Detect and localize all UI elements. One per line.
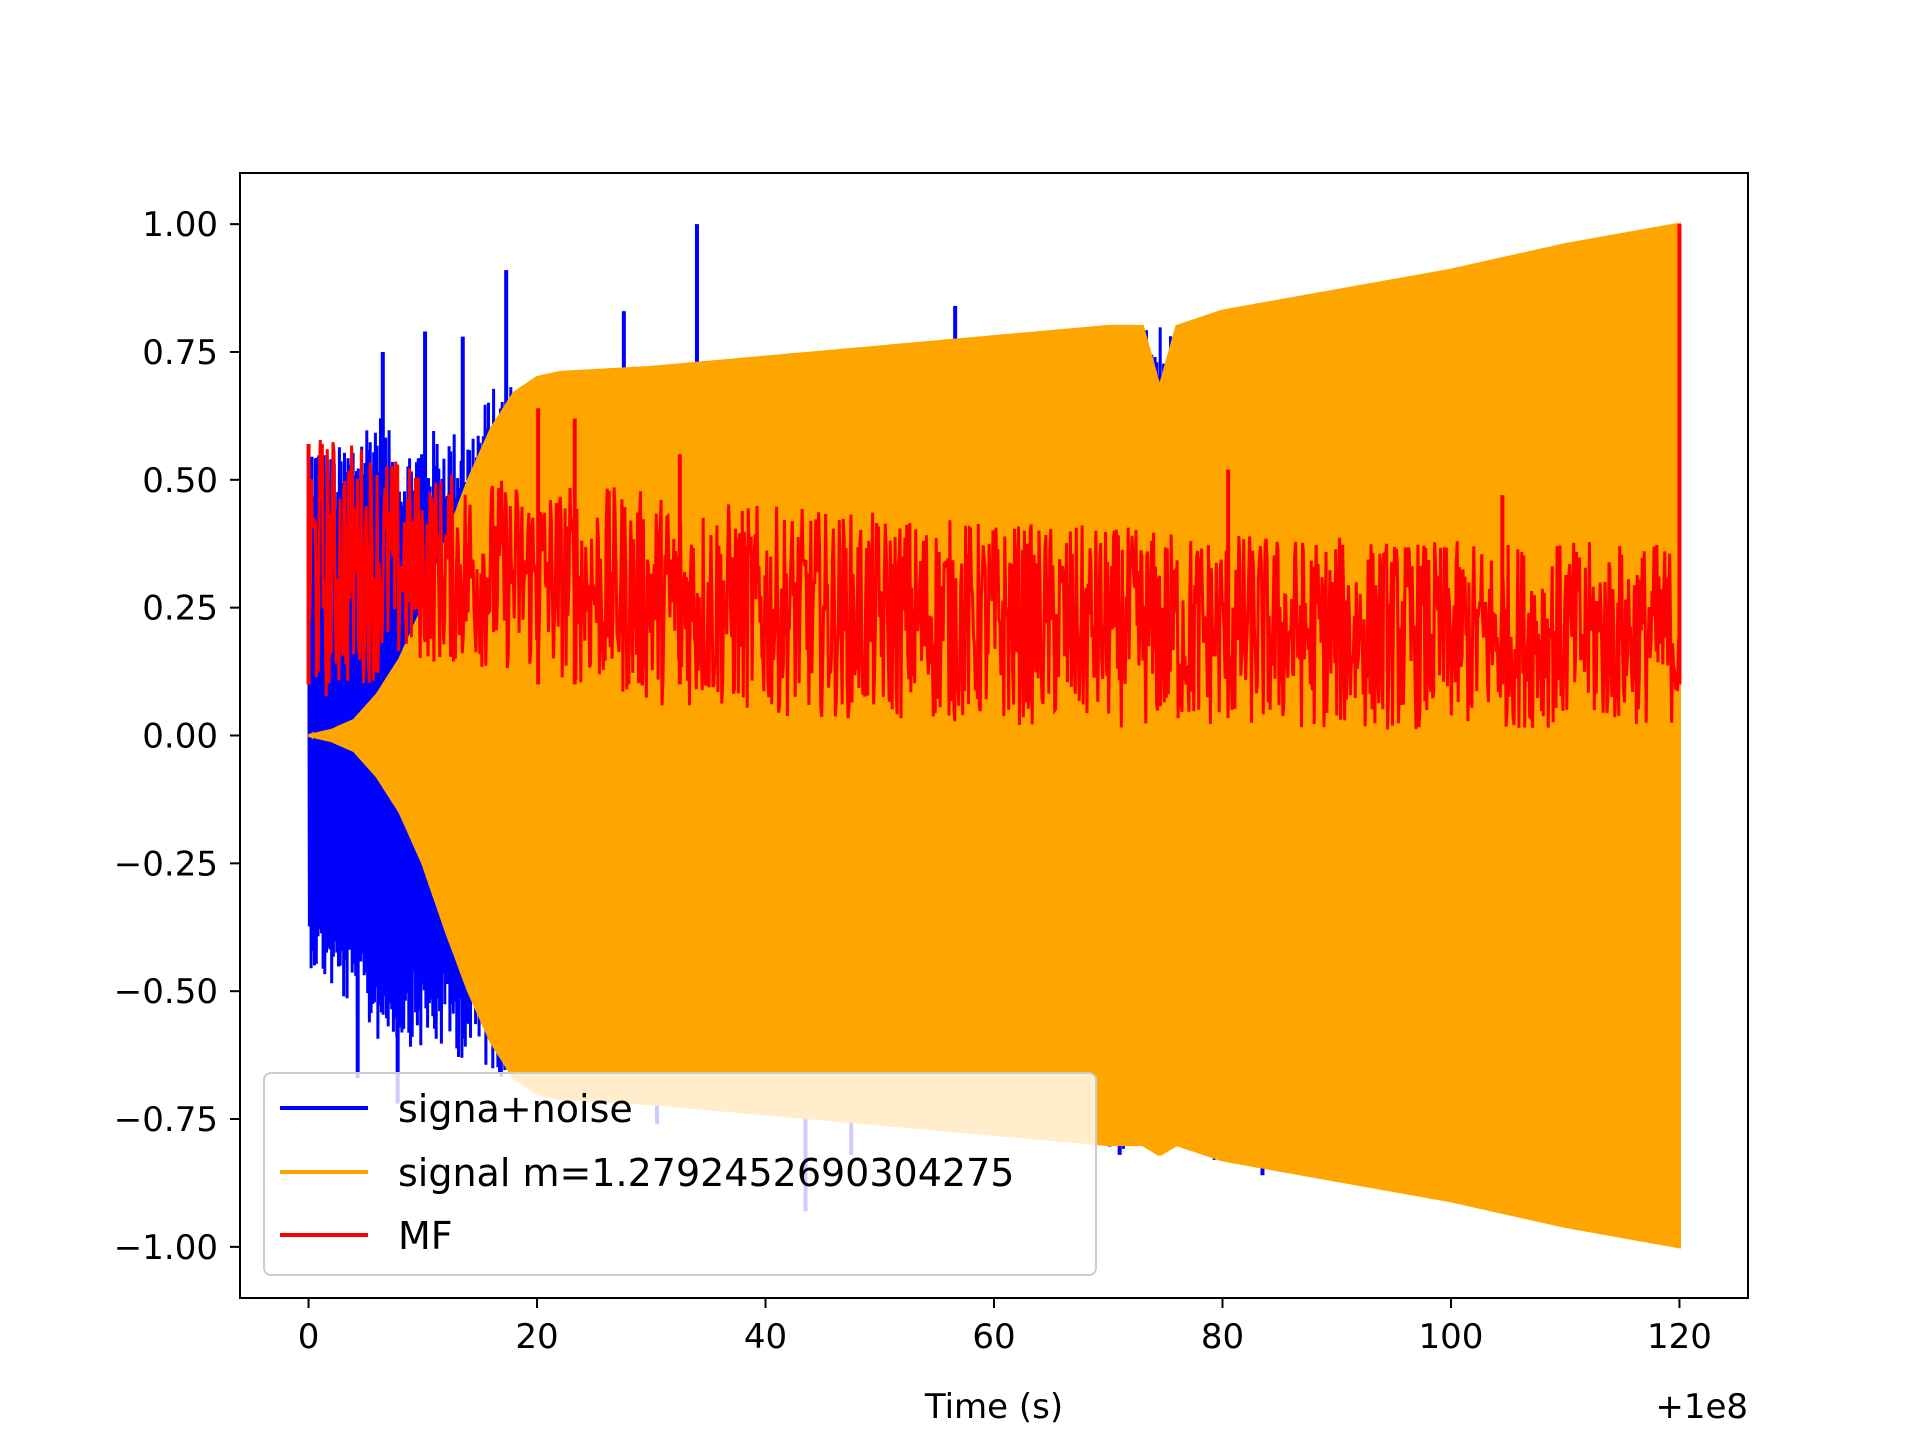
x-axis-label: Time (s): [924, 1387, 1063, 1427]
legend-box: [263, 1072, 1097, 1276]
y-tick-label-1: 0.75: [142, 333, 218, 373]
series-signal-line: [308, 224, 1681, 1247]
plot-area: [306, 222, 1682, 1249]
y-tick-label-6: −0.50: [114, 972, 218, 1012]
legend: signa+noise signal m=1.2792452690304275 …: [263, 1072, 1097, 1276]
legend-label-signal: signal m=1.2792452690304275: [398, 1151, 1014, 1195]
x-tick-label-3: 60: [972, 1317, 1015, 1357]
x-tick-label-4: 80: [1201, 1317, 1244, 1357]
y-tick-label-0: 1.00: [142, 205, 218, 245]
legend-label-signal-noise: signa+noise: [398, 1087, 633, 1131]
x-tick-label-2: 40: [744, 1317, 787, 1357]
x-tick-label-1: 20: [515, 1317, 558, 1357]
y-tick-label-5: −0.25: [114, 844, 218, 884]
x-tick-label-6: 120: [1647, 1317, 1712, 1357]
y-axis: 1.00 0.75 0.50 0.25 0.00 −0.25 −0.50 −0.75 −1.00: [114, 205, 240, 1268]
y-tick-label-2: 0.50: [142, 461, 218, 501]
x-tick-label-5: 100: [1419, 1317, 1484, 1357]
y-tick-label-3: 0.25: [142, 589, 218, 629]
y-tick-label-7: −0.75: [114, 1100, 218, 1140]
legend-label-mf: MF: [398, 1214, 453, 1258]
y-tick-label-8: −1.00: [114, 1228, 218, 1268]
x-tick-label-0: 0: [298, 1317, 320, 1357]
y-tick-label-4: 0.00: [142, 717, 218, 757]
x-axis: 0 20 40 60 80 100 120: [298, 1298, 1712, 1357]
x-offset-label: +1e8: [1655, 1387, 1748, 1427]
